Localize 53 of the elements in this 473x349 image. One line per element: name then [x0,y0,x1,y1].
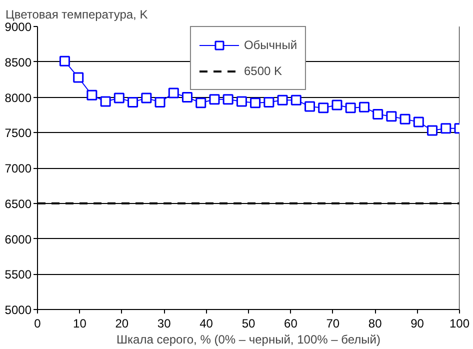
point [427,125,438,136]
point [196,98,206,108]
point [222,94,234,105]
legend-label: Обычный [244,38,298,52]
x-tick-label: 20 [115,316,129,330]
point [128,96,138,108]
y-tick-label: 9000 [4,20,32,34]
point [236,96,247,107]
x-tick-label: 80 [368,316,382,330]
x-tick-label: 30 [157,316,172,330]
y-tick-label: 6500 [4,196,32,211]
point [277,94,288,106]
x-tick-label: 0 [34,316,42,330]
point [86,90,98,100]
point [59,56,70,66]
point [318,102,329,114]
point [372,108,384,120]
x-tick-label: 40 [200,316,214,330]
point [358,102,370,112]
point [141,92,152,104]
point [209,94,220,105]
point [182,92,192,102]
y-tick-label: 6000 [4,232,32,246]
point [73,72,84,83]
y-tick-label: 7000 [4,162,32,176]
y-axis-title: Цветовая температура, K [6,8,148,22]
point [100,96,111,107]
legend-label: 6500 K [244,64,282,78]
y-tick-label: 8000 [4,90,32,105]
point [345,102,356,114]
y-tick-label: 5000 [4,303,32,317]
point [413,116,424,128]
point [290,94,302,106]
point [114,92,124,104]
x-tick-label: 10 [73,316,87,330]
point [154,96,166,108]
point [264,96,274,108]
y-tick-label: 8500 [4,55,32,70]
point [304,101,316,112]
y-tick-label: 7500 [4,126,32,140]
point [332,100,342,110]
point [400,114,410,124]
x-tick-label: 100 [449,316,470,330]
point [440,123,452,134]
point [386,111,397,122]
x-tick-label: 70 [326,316,340,330]
y-tick-label: 5500 [4,268,32,282]
point [168,88,179,98]
point [250,98,261,108]
x-axis-title: Шкала серого, % (0% – черный, 100% – белый) [116,332,380,346]
x-tick-label: 90 [410,316,424,330]
x-tick-label: 60 [284,316,298,330]
x-tick-label: 50 [242,316,256,330]
